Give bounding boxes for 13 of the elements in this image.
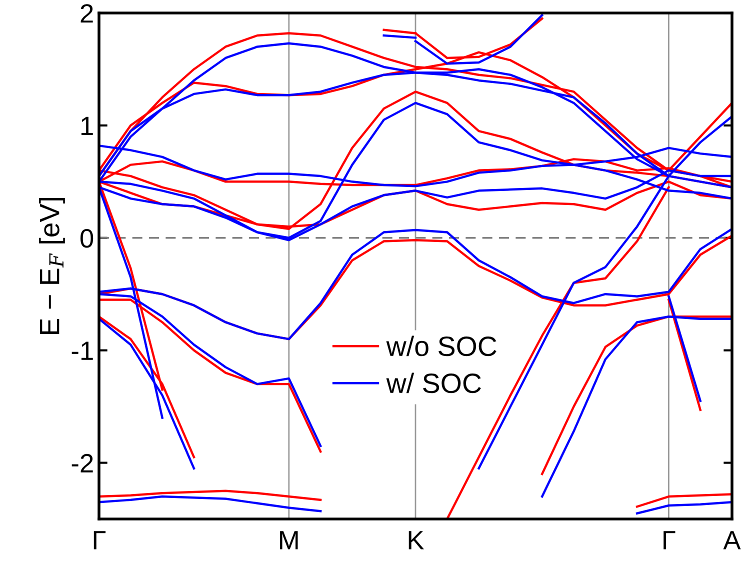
y-axis-title: E − E$_{F}$ [eV] bbox=[39, 198, 65, 334]
y-tick-label: -1 bbox=[72, 342, 93, 360]
x-tick-label: K bbox=[408, 531, 424, 550]
x-tick-label: Γ bbox=[664, 531, 676, 550]
legend-label: w/o SOC bbox=[386, 336, 496, 356]
x-tick-label: Γ bbox=[94, 531, 106, 550]
y-tick-label: -2 bbox=[72, 454, 93, 472]
x-tick-label: A bbox=[723, 531, 741, 550]
x-tick-label: M bbox=[280, 531, 298, 550]
y-tick-label: 2 bbox=[80, 4, 93, 23]
y-tick-label: 1 bbox=[81, 116, 93, 136]
y-tick-label: 0 bbox=[80, 229, 94, 248]
legend-label: w/ SOC bbox=[386, 372, 481, 394]
